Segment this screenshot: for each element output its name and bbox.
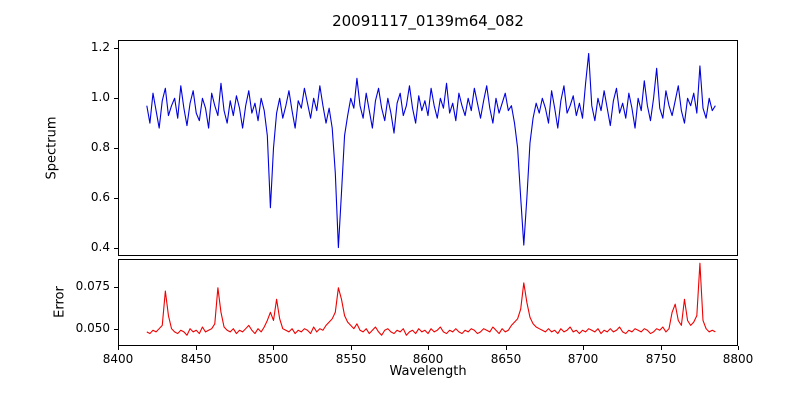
x-tick-mark: [583, 346, 584, 350]
x-tick-mark: [196, 346, 197, 350]
y-tick-label: 0.050: [75, 321, 110, 335]
error-plot: [146, 262, 716, 336]
x-tick-mark: [661, 346, 662, 350]
y-tick-mark: [114, 329, 118, 330]
spectrum-plot: [146, 52, 716, 249]
y-tick-label: 0.8: [90, 140, 110, 154]
x-tick-label: 8700: [567, 352, 599, 366]
x-axis-label: Wavelength: [389, 364, 467, 379]
y-tick-label: 0.6: [90, 190, 110, 204]
x-tick-mark: [428, 346, 429, 350]
x-tick-label: 8600: [412, 352, 444, 366]
x-tick-label: 8500: [257, 352, 289, 366]
x-tick-mark: [351, 346, 352, 350]
y-tick-mark: [114, 48, 118, 49]
y-tick-mark: [114, 98, 118, 99]
y-tick-mark: [114, 198, 118, 199]
y-tick-mark: [114, 148, 118, 149]
x-tick-label: 8650: [490, 352, 522, 366]
y-tick-label: 1.2: [90, 40, 110, 54]
spectrum-line: [146, 52, 716, 249]
chart-title: 20091117_0139m64_082: [332, 12, 524, 30]
x-tick-mark: [738, 346, 739, 350]
y-tick-mark: [114, 287, 118, 288]
x-tick-mark: [506, 346, 507, 350]
y-tick-label: 1.0: [90, 90, 110, 104]
x-tick-mark: [118, 346, 119, 350]
y-tick-mark: [114, 248, 118, 249]
x-tick-label: 8750: [645, 352, 677, 366]
y-tick-label: 0.075: [75, 279, 110, 293]
error-line: [146, 262, 716, 336]
x-tick-label: 8400: [102, 352, 134, 366]
x-tick-label: 8800: [722, 352, 754, 366]
x-tick-mark: [273, 346, 274, 350]
error-panel: [118, 259, 738, 346]
spectrum-panel: [118, 40, 738, 256]
y-tick-label: 0.4: [90, 240, 110, 254]
x-tick-label: 8550: [335, 352, 367, 366]
x-tick-label: 8450: [180, 352, 212, 366]
